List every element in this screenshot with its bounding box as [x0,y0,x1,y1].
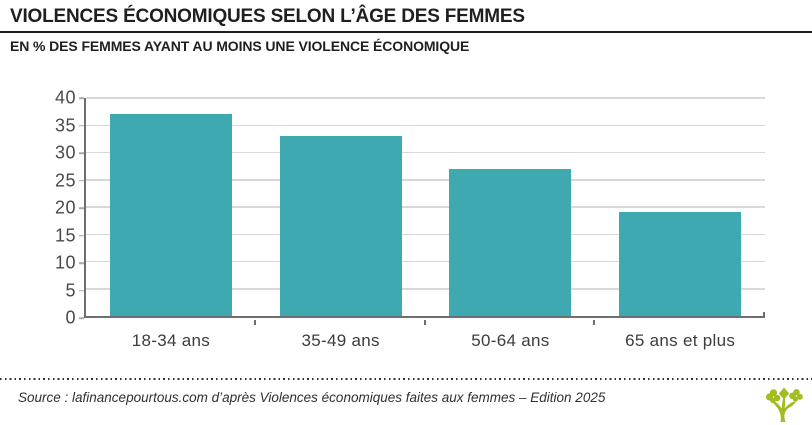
gridline [86,97,765,99]
footer-divider [0,378,812,380]
y-axis-tick [79,207,84,209]
x-axis-tick [253,320,256,325]
y-axis-tick [79,317,84,319]
tree-logo-shape [765,387,803,422]
source-text: Source : lafinancepourtous.com d’après V… [18,390,606,405]
x-axis-tick [593,320,596,325]
x-axis-tick [423,320,426,325]
bar-35-49-ans [279,136,402,316]
y-tick-label: 25 [54,170,76,190]
x-axis-labels: 18-34 ans 35-49 ans 50-64 ans 65 ans et plu… [86,331,765,353]
y-tick-label: 35 [54,115,76,135]
y-axis-tick [79,179,84,182]
y-axis-tick [79,262,84,264]
y-tick-label: 10 [54,252,76,273]
page-subtitle: EN % DES FEMMES AYANT AU MOINS UNE VIOLE… [10,38,470,54]
bar-18-34-ans [109,114,232,316]
x-tick-label: 50-64 ans [471,331,550,350]
x-axis-end-tick [763,312,765,318]
page-title: VIOLENCES ÉCONOMIQUES SELON L’ÂGE DES FE… [10,6,525,27]
x-tick-label: 18-34 ans [131,331,211,350]
y-axis-labels: 0 5 10 15 20 25 30 35 40 [0,88,76,328]
y-tick-label: 5 [65,280,76,300]
y-tick-label: 30 [54,142,76,163]
y-tick-label: 40 [54,87,76,108]
y-axis-tick [79,234,84,237]
bar-50-64-ans [449,168,572,316]
gridline [86,124,765,126]
y-tick-label: 15 [54,225,76,245]
y-axis-tick [79,124,84,127]
gridline [86,233,765,235]
y-tick-label: 0 [65,307,76,328]
x-tick-label: 65 ans et plus [625,331,736,350]
y-axis-tick [79,152,84,154]
gridline [86,179,765,181]
plot-area [84,97,765,318]
y-tick-label: 20 [54,197,76,218]
gridline [86,151,765,154]
gridline [86,206,765,208]
bar-65-ans-et-plus [619,212,742,316]
gridline [86,288,765,290]
y-axis-tick [79,289,84,292]
gridline [86,260,765,263]
y-axis-tick [79,97,84,99]
y-axis-ticks [79,97,84,319]
x-axis-ticks [86,320,765,326]
title-divider [0,31,812,33]
x-tick-label: 35-49 ans [301,331,380,350]
tree-logo-icon [765,387,803,422]
